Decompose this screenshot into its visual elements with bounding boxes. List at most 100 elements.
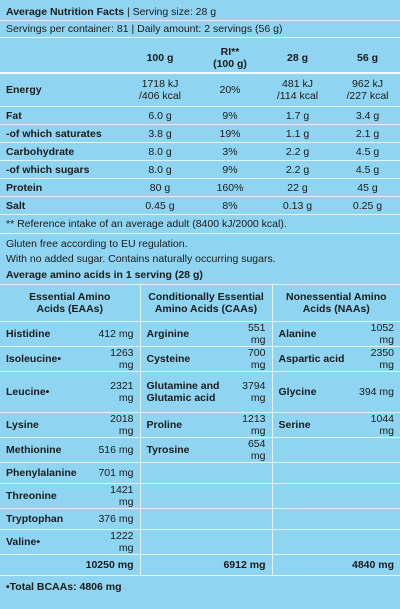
- amino-value: 412 mg: [92, 321, 140, 347]
- amino-row: Isoleucine• 1263 mg Cysteine 700 mg Aspartic…: [0, 346, 400, 372]
- amino-name: Valine•: [0, 529, 92, 555]
- amino-value: 1052 mg: [354, 321, 400, 347]
- cell-line: /114 kcal: [276, 90, 319, 102]
- cell-line: 3%: [222, 145, 238, 158]
- cell-line: 1718 kJ: [141, 78, 179, 90]
- group-header-row: Essential Amino Acids (EAAs) Conditionally…: [0, 285, 400, 322]
- nutrient-value: 2.2 g: [260, 142, 335, 161]
- nutrient-value: 1.7 g: [260, 106, 335, 125]
- amino-value: [227, 508, 272, 530]
- serving-size: | Serving size: 28 g: [126, 6, 217, 18]
- amino-value: 1222 mg: [92, 529, 140, 555]
- cell-line: 2.1 g: [355, 127, 380, 140]
- nutrient-row: Energy 1718 kJ/406 kcal 20% 481 kJ/114 kcal…: [0, 73, 400, 107]
- cell-line: 0.25 g: [352, 199, 383, 212]
- nutrient-row: Protein 80 g 160% 22 g 45 g: [0, 178, 400, 197]
- column-header: 28 g: [260, 44, 335, 74]
- bcaa-total: •Total BCAAs: 4806 mg: [6, 581, 122, 593]
- nutrient-label: Salt: [0, 196, 120, 215]
- amino-name: [271, 437, 354, 463]
- amino-row: Phenylalanine 701 mg: [0, 462, 400, 484]
- amino-name: Cysteine: [139, 346, 227, 372]
- nutrient-value: 8%: [200, 196, 260, 215]
- column-header: 56 g: [335, 44, 400, 74]
- cell-line: 1.1 g: [285, 127, 310, 140]
- amino-value: 1421 mg: [92, 483, 140, 509]
- amino-name: Alanine: [271, 321, 354, 347]
- group-header: Conditionally Essential Amino Acids (CAAs…: [139, 285, 272, 322]
- amino-name: [139, 508, 227, 530]
- amino-row: Histidine 412 mg Arginine 551 mg Alanine 1052…: [0, 321, 400, 347]
- nutrition-table: 100 g RI** (100 g) 28 g 56 g Energy 1718 kJ/40…: [0, 44, 400, 215]
- amino-value: 2018 mg: [92, 412, 140, 438]
- amino-name: [271, 483, 354, 509]
- nutrient-value: 45 g: [335, 178, 400, 197]
- cell-line: 20%: [219, 84, 241, 96]
- nutrient-value: 8.0 g: [120, 142, 200, 161]
- cell-line: 19%: [219, 127, 241, 140]
- totals-row: 10250 mg 6912 mg 4840 mg: [0, 554, 400, 576]
- cell-line: 100 g: [146, 52, 174, 64]
- nutrient-value: 9%: [200, 160, 260, 179]
- note: Gluten free according to EU regulation.: [6, 238, 188, 250]
- nutrient-value: 1.1 g: [260, 124, 335, 143]
- amino-name: Glutamine and Glutamic acid: [139, 371, 227, 413]
- nutrient-value: 3.4 g: [335, 106, 400, 125]
- amino-value: [354, 508, 400, 530]
- note: With no added sugar. Contains naturally …: [6, 253, 276, 265]
- amino-value: [354, 529, 400, 555]
- nutrient-row: Fat 6.0 g 9% 1.7 g 3.4 g: [0, 106, 400, 125]
- nutrient-label: Protein: [0, 178, 120, 197]
- cell-line: 962 kJ: [352, 78, 383, 90]
- nutrient-value: 8.0 g: [120, 160, 200, 179]
- amino-name: [139, 529, 227, 555]
- group-header: Essential Amino Acids (EAAs): [0, 285, 140, 322]
- amino-value: 551 mg: [227, 321, 272, 347]
- amino-name: Tyrosine: [139, 437, 227, 463]
- cell-line: 56 g: [356, 52, 378, 64]
- nutrient-row: Salt 0.45 g 8% 0.13 g 0.25 g: [0, 196, 400, 215]
- amino-value: [227, 529, 272, 555]
- cell-line: 9%: [222, 163, 238, 176]
- column-header: RI** (100 g): [200, 44, 260, 74]
- amino-value: 376 mg: [92, 508, 140, 530]
- nutrition-label: Average Nutrition Facts | Serving size: …: [0, 4, 400, 609]
- cell-line: Conditionally Essential: [148, 291, 264, 303]
- column-header: 100 g: [120, 44, 200, 74]
- nutrient-value: 4.5 g: [335, 160, 400, 179]
- nutrient-value: 20%: [200, 73, 260, 107]
- amino-value: [354, 483, 400, 509]
- amino-row: Leucine• 2321 mg Glutamine and Glutamic ac…: [0, 371, 400, 413]
- amino-name: [271, 529, 354, 555]
- nutrient-value: 0.25 g: [335, 196, 400, 215]
- cell-line: 481 kJ: [282, 78, 313, 90]
- cell-line: /406 kcal: [138, 90, 182, 102]
- amino-name: Proline: [139, 412, 227, 438]
- amino-name: Threonine: [0, 483, 92, 509]
- amino-value: 1044 mg: [354, 412, 400, 438]
- amino-title: Average amino acids in 1 serving (28 g): [0, 267, 400, 285]
- amino-name: [271, 462, 354, 484]
- nutrient-value: 9%: [200, 106, 260, 125]
- amino-name: Lysine: [0, 412, 92, 438]
- cell-line: 3.8 g: [148, 127, 172, 140]
- amino-row: Lysine 2018 mg Proline 1213 mg Serine 1044 mg: [0, 412, 400, 438]
- amino-name: [139, 483, 227, 509]
- amino-name: Aspartic acid: [271, 346, 354, 372]
- nutrient-value: 1718 kJ/406 kcal: [120, 73, 200, 107]
- amino-value: 1263 mg: [92, 346, 140, 372]
- header-row: 100 g RI** (100 g) 28 g 56 g: [0, 44, 400, 74]
- cell-line: 8.0 g: [148, 163, 172, 176]
- amino-name: Histidine: [0, 321, 92, 347]
- amino-value: 654 mg: [227, 437, 272, 463]
- cell-line: 45 g: [357, 181, 378, 194]
- amino-value: 2321 mg: [92, 371, 140, 413]
- amino-value: [227, 483, 272, 509]
- nutrient-label: -of which sugars: [0, 160, 120, 179]
- cell-line: Essential Amino: [29, 291, 111, 303]
- cell-line: 80 g: [149, 181, 171, 194]
- amino-table: Essential Amino Acids (EAAs) Conditionally…: [0, 285, 400, 576]
- amino-value: 516 mg: [92, 437, 140, 463]
- group-header: Nonessential Amino Acids (NAAs): [271, 285, 400, 322]
- cell-line: 4.5 g: [355, 145, 380, 158]
